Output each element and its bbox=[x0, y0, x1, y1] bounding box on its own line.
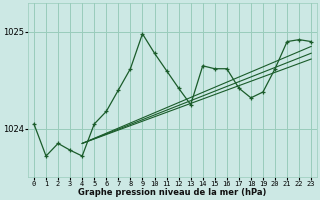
X-axis label: Graphe pression niveau de la mer (hPa): Graphe pression niveau de la mer (hPa) bbox=[78, 188, 267, 197]
